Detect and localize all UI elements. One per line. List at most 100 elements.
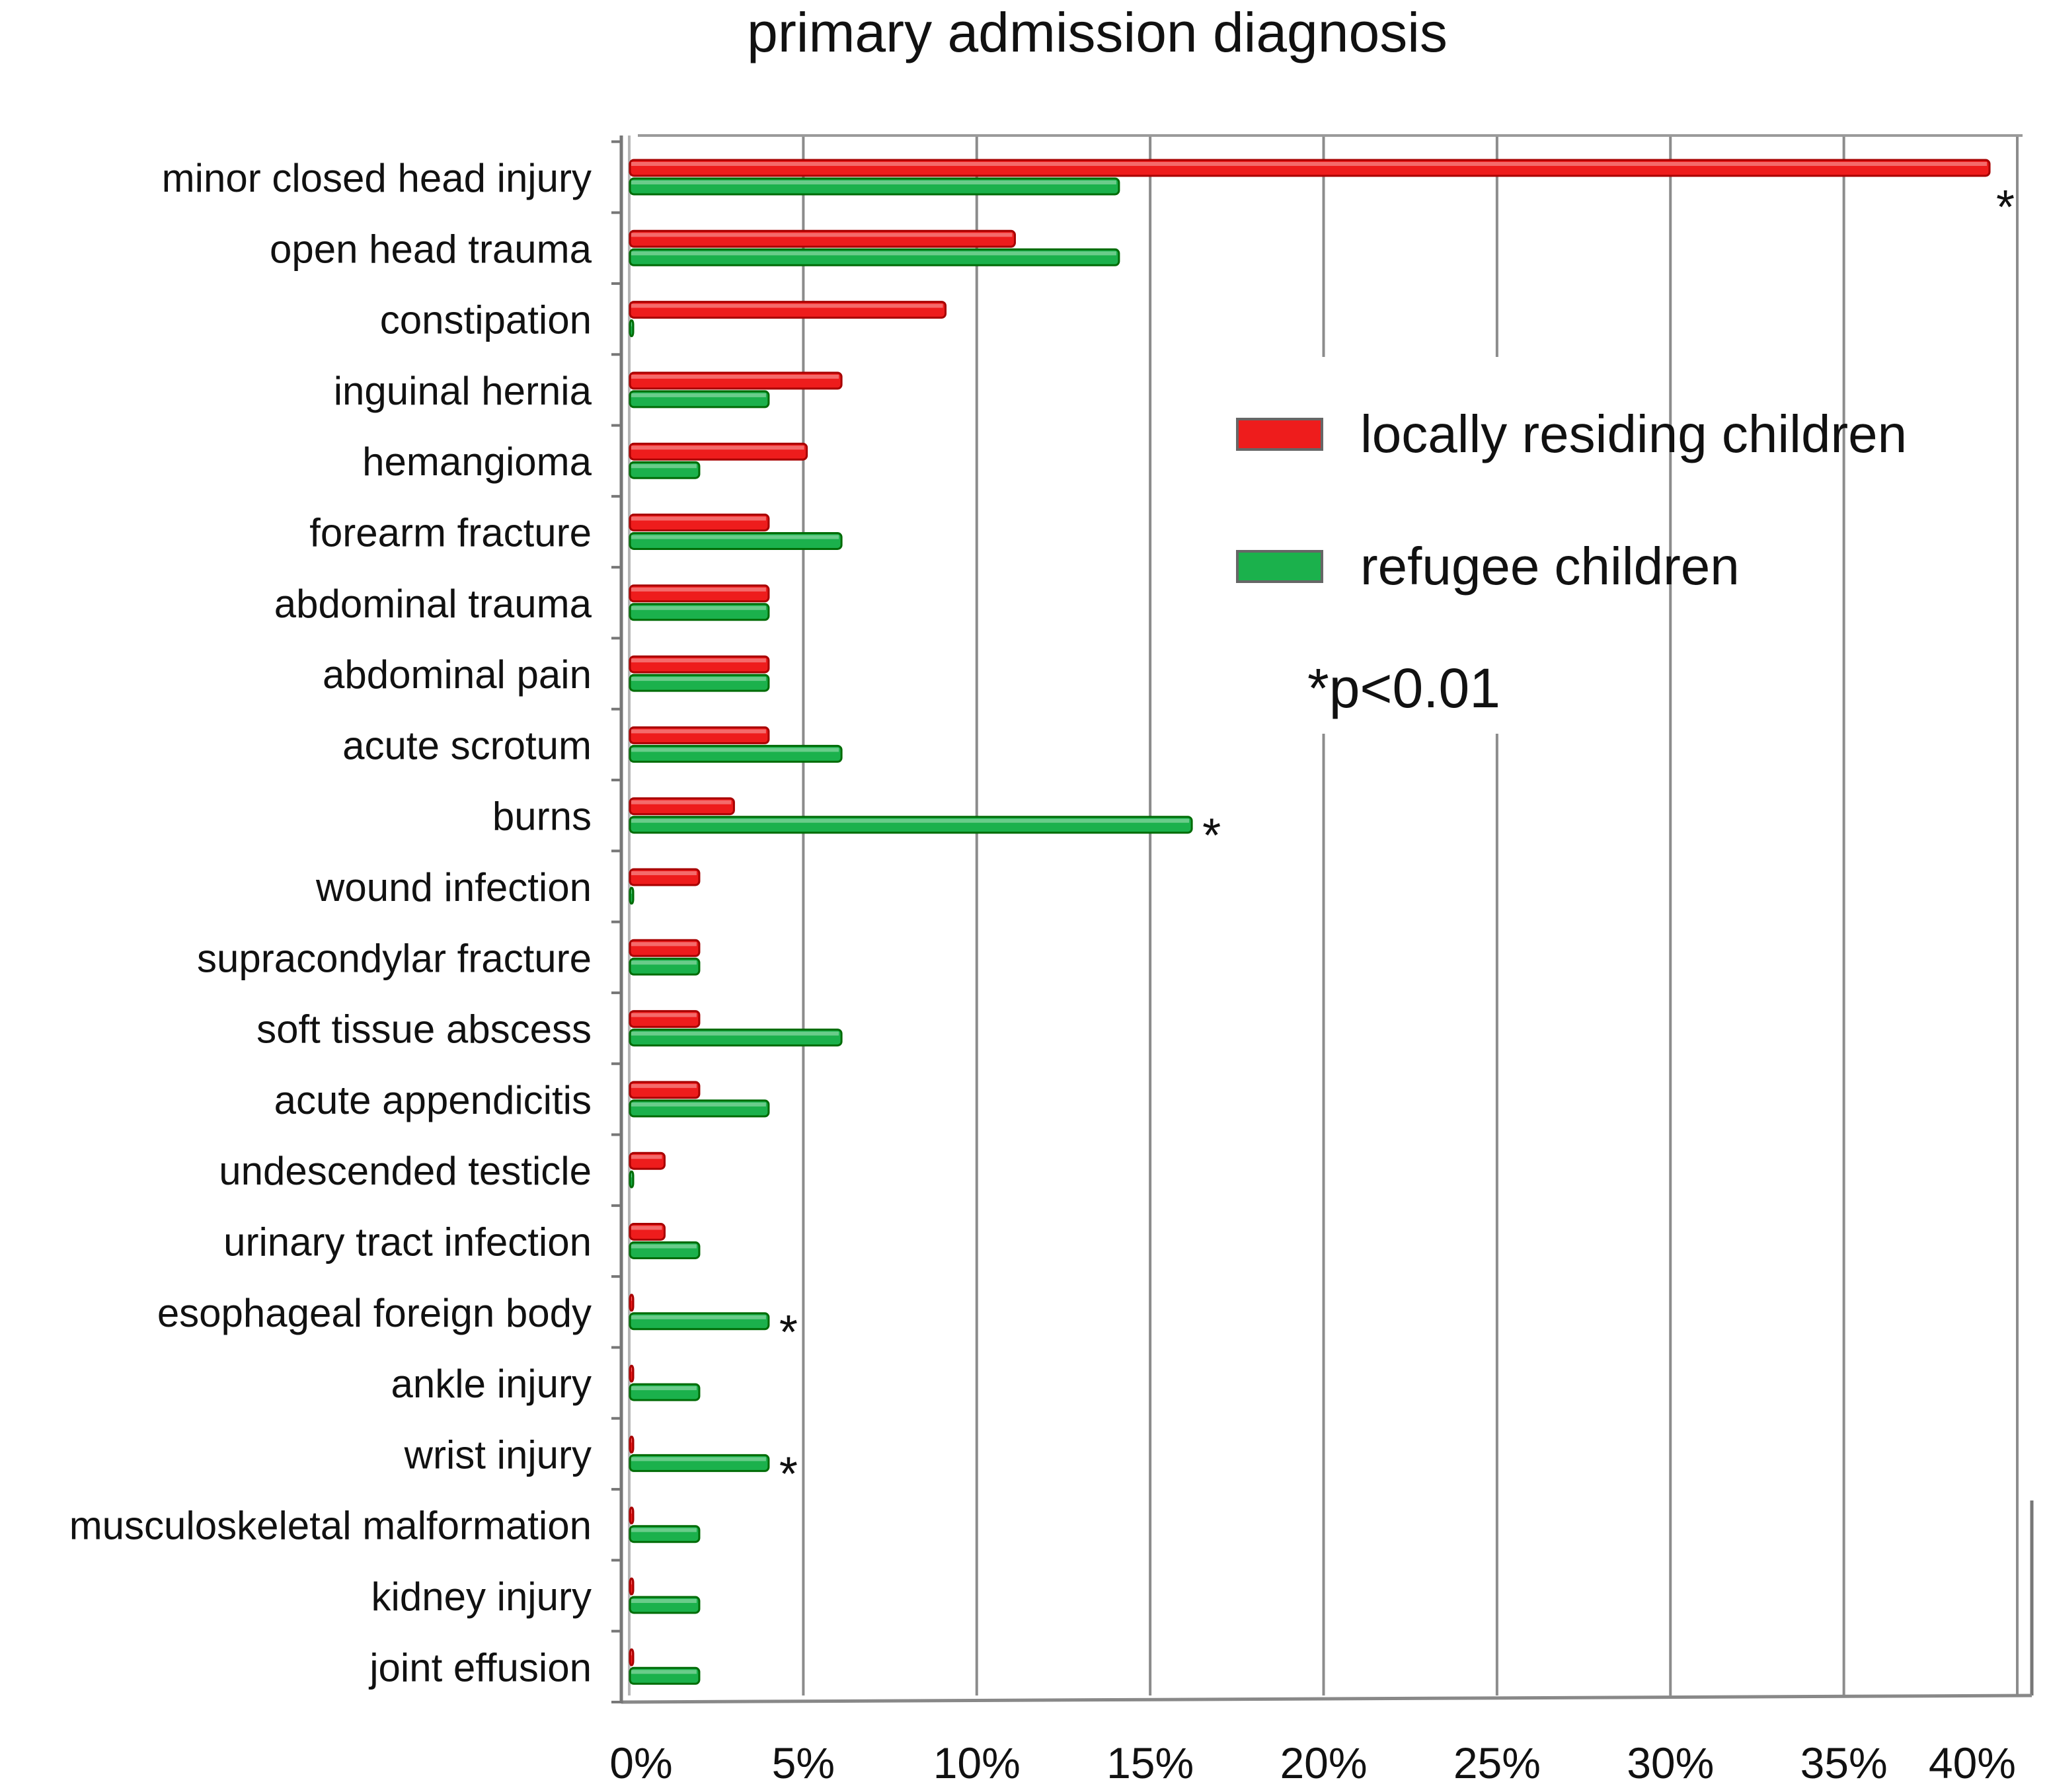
x-tick-label: 20% bbox=[1280, 1738, 1367, 1787]
bar-highlight bbox=[631, 516, 766, 521]
bar-highlight bbox=[631, 1368, 632, 1372]
bar-highlight bbox=[631, 1244, 697, 1249]
bar-refugee bbox=[629, 1596, 701, 1614]
bar-highlight bbox=[631, 871, 697, 875]
bar-locally-residing bbox=[629, 1364, 635, 1383]
bar-highlight bbox=[631, 322, 632, 327]
category-label: soft tissue abscess bbox=[256, 1007, 592, 1052]
bar-highlight bbox=[631, 1670, 697, 1674]
bar-highlight bbox=[631, 658, 766, 663]
x-axis-ticks: 0% 5% 10% 15% 20% 25% 30% 35% 40% bbox=[609, 1738, 2016, 1787]
bar-highlight bbox=[631, 1155, 662, 1159]
legend-swatch-local bbox=[1236, 418, 1323, 451]
bar-locally-residing bbox=[629, 229, 1016, 248]
category-label: open head trauma bbox=[270, 227, 592, 271]
bar-locally-residing bbox=[629, 514, 770, 531]
bar-highlight bbox=[631, 1528, 697, 1532]
bar-highlight bbox=[631, 1315, 766, 1319]
bar-locally-residing bbox=[629, 655, 770, 674]
bar-locally-residing bbox=[629, 1506, 635, 1525]
bar-locally-residing bbox=[629, 868, 701, 886]
bar-highlight bbox=[631, 1599, 697, 1603]
category-label: minor closed head injury bbox=[162, 156, 592, 200]
bar-refugee bbox=[629, 177, 1120, 196]
bar-highlight bbox=[631, 605, 766, 610]
bar-highlight bbox=[631, 890, 632, 894]
significance-asterisk: * bbox=[1202, 810, 1221, 863]
bar-locally-residing bbox=[629, 726, 770, 744]
bar-locally-residing bbox=[629, 159, 1991, 177]
category-label: supracondylar fracture bbox=[197, 936, 592, 980]
bar-refugee bbox=[629, 1383, 701, 1401]
significance-asterisk: * bbox=[779, 1306, 798, 1359]
bar-highlight bbox=[631, 1031, 839, 1036]
category-label: esophageal foreign body bbox=[157, 1291, 592, 1335]
bar-highlight bbox=[631, 1083, 697, 1088]
bar-locally-residing bbox=[629, 1010, 701, 1029]
bar-highlight bbox=[631, 1173, 632, 1178]
bar-refugee bbox=[629, 390, 770, 409]
bar-highlight bbox=[631, 1386, 697, 1391]
bar-highlight bbox=[631, 251, 1116, 256]
x-tick-label: 15% bbox=[1106, 1738, 1194, 1787]
bar-refugee bbox=[629, 1312, 770, 1331]
bar-refugee bbox=[629, 1241, 701, 1259]
bar-highlight bbox=[631, 1651, 632, 1656]
bar-refugee bbox=[629, 1170, 635, 1188]
bar-highlight bbox=[631, 535, 839, 539]
bar-highlight bbox=[631, 233, 1013, 237]
bar-locally-residing bbox=[629, 1294, 635, 1312]
bar-highlight bbox=[631, 587, 766, 592]
significance-asterisk: * bbox=[1996, 181, 2015, 234]
category-label: forearm fracture bbox=[309, 511, 592, 555]
bar-refugee bbox=[629, 532, 843, 550]
bar-highlight bbox=[631, 1102, 766, 1107]
legend: locally residing children refugee childr… bbox=[1208, 357, 1907, 734]
bar-locally-residing bbox=[629, 371, 843, 390]
bar-highlight bbox=[631, 374, 839, 379]
bar-refugee bbox=[629, 319, 635, 338]
plot-floor bbox=[621, 1694, 2032, 1704]
bar-highlight bbox=[631, 818, 1190, 823]
x-tick-label: 10% bbox=[933, 1738, 1021, 1787]
bar-highlight bbox=[631, 393, 766, 397]
bar-highlight bbox=[631, 446, 804, 450]
x-tick-label: 25% bbox=[1453, 1738, 1541, 1787]
bar-highlight bbox=[631, 1226, 662, 1230]
bar-refugee bbox=[629, 461, 701, 479]
bar-refugee bbox=[629, 816, 1193, 834]
category-label: inguinal hernia bbox=[334, 369, 592, 413]
category-label: joint effusion bbox=[368, 1645, 592, 1690]
legend-swatch-refugee bbox=[1236, 550, 1323, 583]
bar-highlight bbox=[631, 1580, 632, 1584]
x-tick-label: 0% bbox=[609, 1738, 672, 1787]
bar-highlight bbox=[631, 942, 697, 947]
bar-refugee bbox=[629, 603, 770, 621]
bar-locally-residing bbox=[629, 1081, 701, 1099]
bar-refugee bbox=[629, 1525, 701, 1543]
category-label: urinary tract infection bbox=[223, 1220, 592, 1265]
bar-highlight bbox=[631, 303, 943, 308]
bar-highlight bbox=[631, 960, 697, 965]
category-label: musculoskeletal malformation bbox=[69, 1504, 592, 1548]
bar-refugee bbox=[629, 1029, 843, 1047]
significance-asterisk: * bbox=[779, 1448, 798, 1500]
x-tick-label: 5% bbox=[772, 1738, 835, 1787]
bar-highlight bbox=[631, 1438, 632, 1443]
bar-highlight bbox=[631, 1509, 632, 1514]
significance-marks: * * * * bbox=[779, 181, 2015, 1500]
bar-locally-residing bbox=[629, 797, 735, 816]
bar-highlight bbox=[631, 1296, 632, 1301]
category-label: acute scrotum bbox=[342, 723, 592, 767]
bar-locally-residing bbox=[629, 1223, 666, 1241]
bar-locally-residing bbox=[629, 301, 947, 319]
bar-highlight bbox=[631, 162, 1988, 166]
category-label: constipation bbox=[380, 298, 592, 342]
bar-highlight bbox=[631, 1457, 766, 1461]
bar-locally-residing bbox=[629, 442, 808, 461]
category-label: abdominal trauma bbox=[274, 582, 592, 626]
x-tick-label: 30% bbox=[1627, 1738, 1714, 1787]
bar-refugee bbox=[629, 1666, 701, 1685]
category-label: wrist injury bbox=[404, 1432, 592, 1477]
